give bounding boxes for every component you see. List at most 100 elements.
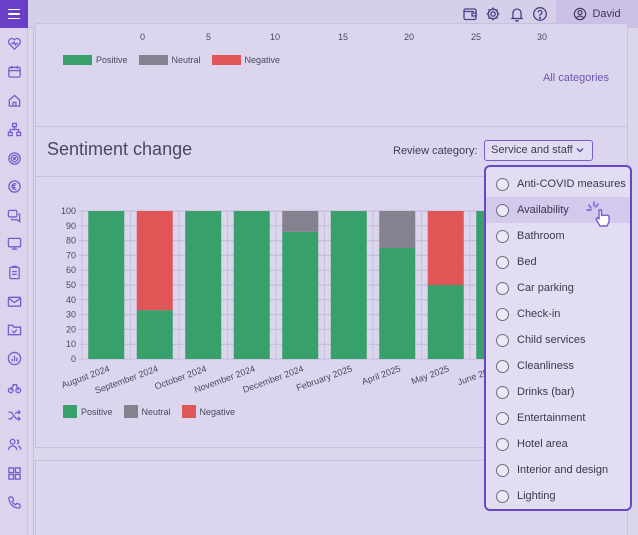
monitor-icon[interactable] (5, 234, 23, 252)
currency-icon[interactable] (5, 177, 23, 195)
card-title: Sentiment change (47, 139, 193, 159)
dropdown-option[interactable]: Hotel area (486, 431, 630, 457)
analytics-icon[interactable] (5, 349, 23, 367)
option-label: Bathroom (517, 230, 565, 242)
selected-category: Service and staff (491, 144, 573, 156)
option-label: Anti-COVID measures (517, 178, 626, 190)
legend-label: Neutral (141, 406, 171, 417)
radio-button[interactable] (496, 307, 509, 321)
y-tick-label: 30 (66, 310, 76, 320)
bell-icon[interactable] (509, 6, 525, 22)
radio-button[interactable] (496, 281, 509, 295)
radio-button[interactable] (496, 203, 509, 217)
dropdown-option[interactable]: Entertainment (486, 405, 630, 431)
dropdown-option[interactable]: Car parking (486, 275, 630, 301)
calendar-icon[interactable] (5, 62, 23, 80)
x-tick: 15 (338, 32, 349, 42)
option-label: Car parking (517, 282, 574, 294)
option-label: Interior and design (517, 464, 609, 476)
bar-segment-positive (379, 248, 416, 359)
scale-icon[interactable] (5, 378, 23, 396)
radio-button[interactable] (496, 385, 509, 399)
help-icon[interactable] (532, 6, 548, 22)
option-label: Drinks (bar) (517, 386, 575, 398)
radio-button[interactable] (496, 359, 509, 373)
y-tick-label: 50 (66, 280, 76, 290)
all-categories-link[interactable]: All categories (543, 72, 610, 84)
bar-segment-positive (427, 285, 464, 359)
option-label: Check-in (517, 308, 561, 320)
y-tick-label: 0 (71, 354, 76, 364)
radio-button[interactable] (496, 437, 509, 451)
legend-label: Negative (244, 55, 281, 65)
heart-pulse-icon[interactable] (5, 34, 23, 52)
bar-segment-negative (136, 211, 173, 311)
legend-swatch-neutral (138, 55, 168, 65)
target-icon[interactable] (5, 149, 23, 167)
x-tick: 0 (140, 32, 146, 42)
x-tick-label: February 2025 (295, 363, 353, 392)
folder-check-icon[interactable] (5, 320, 23, 338)
phone-icon[interactable] (5, 493, 23, 511)
sidebar (0, 0, 28, 535)
y-tick-label: 90 (66, 221, 76, 231)
dropdown-option[interactable]: Interior and design (486, 457, 630, 483)
pointer-cursor-icon (586, 201, 610, 227)
menu-toggle-button[interactable] (0, 0, 28, 28)
grid-icon[interactable] (5, 464, 23, 482)
option-label: Cleanliness (517, 360, 574, 372)
shuffle-icon[interactable] (5, 406, 23, 424)
x-tick: 20 (404, 32, 415, 42)
legend-swatch-neutral (123, 405, 138, 418)
legend-swatch-positive (63, 405, 77, 418)
review-category-select[interactable]: Service and staff (484, 140, 593, 161)
dropdown-option[interactable]: Anti-COVID measures (486, 171, 630, 197)
x-tick-label: May 2025 (410, 363, 451, 386)
card-header: Sentiment change Review category: Servic… (36, 127, 627, 177)
sentiment-chart-legend: Positive Neutral Negative (63, 405, 246, 418)
y-tick-label: 70 (66, 250, 76, 260)
dropdown-option[interactable]: Bed (486, 249, 630, 275)
y-tick-label: 80 (66, 236, 76, 246)
legend-label: Positive (81, 406, 113, 417)
home-icon[interactable] (5, 91, 23, 109)
radio-button[interactable] (496, 229, 509, 243)
radio-button[interactable] (496, 463, 509, 477)
wallet-icon[interactable] (462, 6, 478, 22)
dropdown-option[interactable]: Cleanliness (486, 353, 630, 379)
option-label: Hotel area (517, 438, 568, 450)
dropdown-option[interactable]: Child services (486, 327, 630, 353)
settings-gear-icon[interactable] (485, 6, 501, 22)
mail-icon[interactable] (5, 292, 23, 310)
user-name: David (592, 8, 621, 20)
option-label: Lighting (517, 490, 556, 502)
y-tick-label: 20 (66, 324, 76, 334)
radio-button[interactable] (496, 411, 509, 425)
bar-segment-positive (330, 211, 367, 359)
hierarchy-icon[interactable] (5, 120, 23, 138)
dropdown-option[interactable]: Bathroom (486, 223, 630, 249)
y-tick-label: 40 (66, 295, 76, 305)
dropdown-option[interactable]: Lighting (486, 483, 630, 509)
y-tick-label: 100 (61, 207, 76, 216)
radio-button[interactable] (496, 333, 509, 347)
option-label: Entertainment (517, 412, 586, 424)
chat-icon[interactable] (5, 206, 23, 224)
radio-button[interactable] (496, 489, 509, 503)
radio-button[interactable] (496, 177, 509, 191)
radio-button[interactable] (496, 255, 509, 269)
users-icon[interactable] (5, 435, 23, 453)
dropdown-option[interactable]: Check-in (486, 301, 630, 327)
dropdown-option[interactable]: Drinks (bar) (486, 379, 630, 405)
bar-segment-positive (136, 310, 173, 359)
x-tick: 5 (206, 32, 212, 42)
clipboard-icon[interactable] (5, 263, 23, 281)
x-tick: 30 (537, 32, 548, 42)
review-category-dropdown: Anti-COVID measures Availability Bathroo… (484, 165, 632, 511)
legend-swatch-negative (181, 405, 196, 418)
review-category-label: Review category: (393, 145, 478, 157)
user-avatar-icon (574, 7, 587, 21)
option-label: Bed (517, 256, 537, 268)
bar-segment-negative (427, 211, 464, 285)
